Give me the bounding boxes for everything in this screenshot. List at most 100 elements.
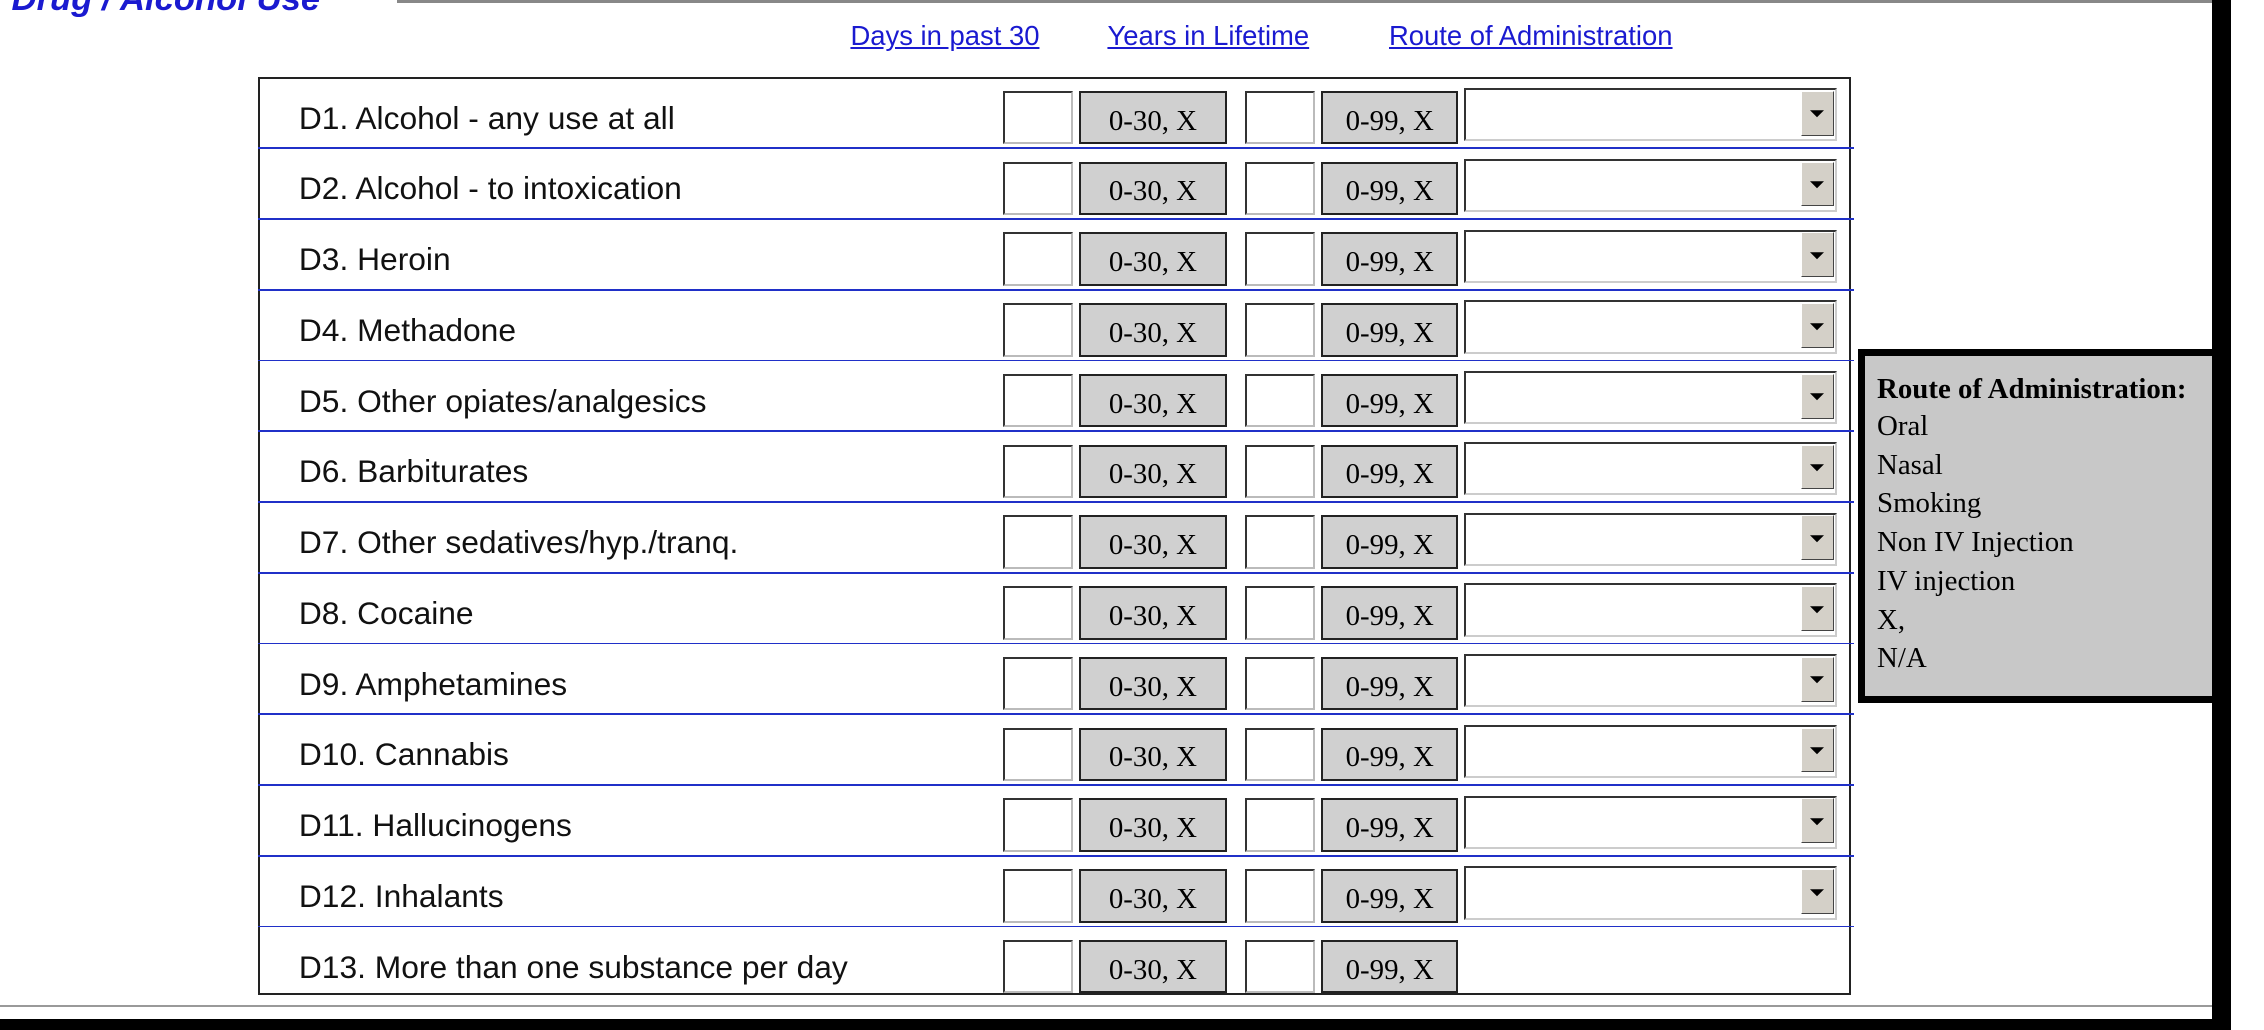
years-input[interactable] [1244, 798, 1316, 852]
route-legend [1858, 349, 2257, 704]
right-border [2212, 0, 2231, 1030]
dropdown-button[interactable] [1800, 303, 1834, 348]
days-input[interactable] [1003, 373, 1073, 428]
days-input[interactable] [1003, 727, 1073, 782]
days-input[interactable] [1003, 232, 1073, 286]
dropdown-arrow [1810, 818, 1825, 826]
column-header-link[interactable]: Years in Lifetime [1107, 20, 1310, 52]
row-label: D5. Other opiates/analgesics [298, 382, 707, 419]
row-divider [258, 288, 1854, 291]
days-input[interactable] [1003, 869, 1073, 923]
legend-item: Non IV Injection [1877, 526, 2074, 559]
years-input[interactable] [1244, 232, 1316, 286]
section-title: Drug / Alcohol Use [12, 0, 321, 19]
row-divider [258, 642, 1854, 645]
years-input[interactable] [1244, 515, 1316, 569]
years-hint: 0-99, X [1321, 586, 1459, 640]
days-input[interactable] [1003, 90, 1073, 145]
days-hint: 0-30, X [1078, 373, 1228, 428]
years-hint: 0-99, X [1321, 161, 1459, 216]
years-input[interactable] [1244, 727, 1316, 782]
route-select[interactable] [1464, 300, 1837, 354]
dropdown-arrow [1810, 181, 1825, 189]
row-label: D2. Alcohol - to intoxication [298, 170, 682, 207]
dropdown-button[interactable] [1800, 444, 1834, 490]
route-select[interactable] [1464, 512, 1837, 566]
route-select[interactable] [1464, 583, 1837, 637]
days-hint: 0-30, X [1078, 798, 1228, 852]
row-divider [258, 501, 1854, 503]
dropdown-button[interactable] [1800, 90, 1834, 136]
dropdown-button[interactable] [1800, 656, 1834, 702]
legend-item: Oral [1877, 410, 1929, 443]
days-hint: 0-30, X [1078, 232, 1228, 286]
years-input[interactable] [1244, 939, 1316, 994]
years-hint: 0-99, X [1321, 515, 1459, 569]
dropdown-button[interactable] [1800, 869, 1834, 914]
route-select[interactable] [1464, 795, 1837, 849]
days-input[interactable] [1003, 444, 1073, 499]
years-input[interactable] [1244, 161, 1316, 216]
legend-item: Nasal [1877, 448, 1943, 481]
dropdown-button[interactable] [1800, 161, 1834, 207]
route-select[interactable] [1464, 441, 1837, 496]
right-margin [2230, 0, 2264, 1030]
years-hint: 0-99, X [1321, 373, 1459, 428]
route-select[interactable] [1464, 158, 1837, 213]
route-select[interactable] [1464, 866, 1837, 920]
legend-item: X, [1877, 603, 1906, 636]
days-hint: 0-30, X [1078, 727, 1228, 782]
days-input[interactable] [1003, 798, 1073, 852]
column-header-link[interactable]: Route of Administration [1389, 20, 1673, 52]
row-label: D8. Cocaine [298, 594, 474, 631]
days-input[interactable] [1003, 586, 1073, 640]
days-input[interactable] [1003, 303, 1073, 357]
dropdown-button[interactable] [1800, 586, 1834, 631]
legend-item: N/A [1877, 642, 1927, 675]
row-label: D1. Alcohol - any use at all [298, 99, 675, 136]
row-divider [258, 430, 1854, 433]
table-frame [258, 76, 1852, 995]
days-hint: 0-30, X [1078, 303, 1228, 357]
route-select[interactable] [1464, 371, 1837, 425]
years-input[interactable] [1244, 373, 1316, 428]
days-input[interactable] [1003, 161, 1073, 216]
dropdown-button[interactable] [1800, 727, 1834, 773]
years-input[interactable] [1244, 90, 1316, 145]
row-label: D3. Heroin [298, 241, 451, 278]
dropdown-button[interactable] [1800, 232, 1834, 278]
days-input[interactable] [1003, 939, 1073, 994]
dropdown-button[interactable] [1800, 373, 1834, 419]
years-hint: 0-99, X [1321, 656, 1459, 711]
bottom-border [0, 1019, 2231, 1030]
dropdown-button[interactable] [1800, 798, 1834, 844]
days-hint: 0-30, X [1078, 656, 1228, 711]
years-hint: 0-99, X [1321, 90, 1459, 145]
route-select[interactable] [1464, 229, 1837, 283]
row-divider [258, 359, 1854, 362]
days-input[interactable] [1003, 656, 1073, 711]
years-hint: 0-99, X [1321, 727, 1459, 782]
row-divider [258, 784, 1854, 786]
dropdown-arrow [1810, 322, 1825, 330]
title-rule [397, 0, 2212, 3]
years-hint: 0-99, X [1321, 444, 1459, 499]
dropdown-button[interactable] [1800, 515, 1834, 561]
route-select[interactable] [1464, 88, 1837, 142]
years-input[interactable] [1244, 656, 1316, 711]
years-input[interactable] [1244, 303, 1316, 357]
column-header-link[interactable]: Days in past 30 [850, 20, 1040, 52]
years-input[interactable] [1244, 444, 1316, 499]
years-hint: 0-99, X [1321, 939, 1459, 994]
row-divider [258, 854, 1854, 857]
route-select[interactable] [1464, 654, 1837, 708]
days-hint: 0-30, X [1078, 90, 1228, 145]
years-input[interactable] [1244, 586, 1316, 640]
years-input[interactable] [1244, 869, 1316, 923]
route-select[interactable] [1464, 724, 1837, 779]
legend-item: Smoking [1877, 487, 1982, 520]
dropdown-arrow [1810, 747, 1825, 755]
years-hint: 0-99, X [1321, 303, 1459, 357]
days-input[interactable] [1003, 515, 1073, 569]
